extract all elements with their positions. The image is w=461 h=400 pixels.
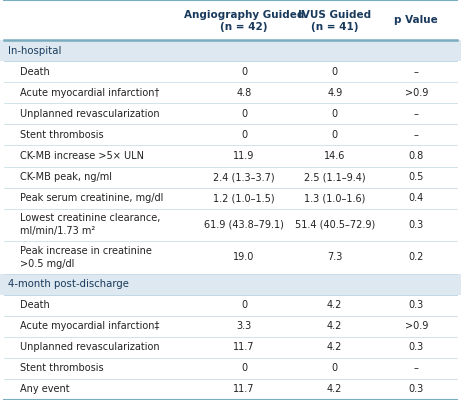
Bar [0,209,461,241]
Text: 0: 0 [241,67,247,77]
Text: 4.2: 4.2 [327,300,343,310]
Text: –: – [414,109,419,119]
Text: 51.4 (40.5–72.9): 51.4 (40.5–72.9) [295,220,375,230]
Bar [0,166,461,188]
Text: Stent thrombosis: Stent thrombosis [20,130,104,140]
Text: 0: 0 [241,300,247,310]
Text: 4.2: 4.2 [327,384,343,394]
Text: 0: 0 [331,364,338,374]
Text: 4.2: 4.2 [327,321,343,331]
Text: Stent thrombosis: Stent thrombosis [20,364,104,374]
Text: 1.2 (1.0–1.5): 1.2 (1.0–1.5) [213,193,275,203]
Text: Any event: Any event [20,384,70,394]
Text: 7.3: 7.3 [327,252,343,262]
Text: 0.3: 0.3 [408,342,424,352]
Text: 4.9: 4.9 [327,88,343,98]
Bar [0,188,461,209]
Text: 1.3 (1.0–1.6): 1.3 (1.0–1.6) [304,193,366,203]
Bar [0,337,461,358]
Bar [0,103,461,124]
Text: IVUS Guided: IVUS Guided [298,10,371,20]
Text: Death: Death [20,300,50,310]
Text: Peak serum creatinine, mg/dl: Peak serum creatinine, mg/dl [20,193,163,203]
Text: Unplanned revascularization: Unplanned revascularization [20,342,160,352]
Text: 0.3: 0.3 [408,220,424,230]
Text: In-hospital: In-hospital [8,46,61,56]
Text: 0: 0 [331,67,338,77]
Bar [0,40,461,61]
Text: (n = 41): (n = 41) [311,22,359,32]
Text: Unplanned revascularization: Unplanned revascularization [20,109,160,119]
Text: 2.5 (1.1–9.4): 2.5 (1.1–9.4) [304,172,366,182]
Text: (n = 42): (n = 42) [220,22,268,32]
Text: >0.9: >0.9 [405,321,428,331]
Text: 19.0: 19.0 [233,252,255,262]
Text: 4.2: 4.2 [327,342,343,352]
Text: CK-MB peak, ng/ml: CK-MB peak, ng/ml [20,172,112,182]
Text: 0: 0 [241,109,247,119]
Text: Acute myocardial infarction†: Acute myocardial infarction† [20,88,160,98]
Text: 0: 0 [241,364,247,374]
Text: Peak increase in creatinine
>0.5 mg/dl: Peak increase in creatinine >0.5 mg/dl [20,246,152,269]
Text: Angiography Guided: Angiography Guided [184,10,304,20]
Bar [0,0,461,40]
Text: 11.7: 11.7 [233,342,255,352]
Text: 2.4 (1.3–3.7): 2.4 (1.3–3.7) [213,172,275,182]
Bar [0,274,461,295]
Text: 14.6: 14.6 [324,151,345,161]
Text: 0.2: 0.2 [408,252,424,262]
Text: 61.9 (43.8–79.1): 61.9 (43.8–79.1) [204,220,284,230]
Text: CK-MB increase >5× ULN: CK-MB increase >5× ULN [20,151,144,161]
Text: 0.3: 0.3 [408,384,424,394]
Text: –: – [414,364,419,374]
Bar [0,61,461,82]
Text: –: – [414,130,419,140]
Text: 0.4: 0.4 [408,193,424,203]
Text: 0.5: 0.5 [408,172,424,182]
Text: 4-month post-discharge: 4-month post-discharge [8,279,129,289]
Text: 0.8: 0.8 [408,151,424,161]
Bar [0,82,461,103]
Text: 0: 0 [331,109,338,119]
Bar [0,295,461,316]
Text: 4.8: 4.8 [236,88,252,98]
Text: Acute myocardial infarction‡: Acute myocardial infarction‡ [20,321,160,331]
Text: 3.3: 3.3 [236,321,252,331]
Bar [0,124,461,146]
Text: 0.3: 0.3 [408,300,424,310]
Text: Death: Death [20,67,50,77]
Text: >0.9: >0.9 [405,88,428,98]
Text: 11.9: 11.9 [233,151,255,161]
Bar [0,358,461,379]
Bar [0,379,461,400]
Bar [0,316,461,337]
Text: Lowest creatinine clearance,
ml/min/1.73 m²: Lowest creatinine clearance, ml/min/1.73… [20,214,160,236]
Text: p Value: p Value [394,15,438,25]
Bar [0,241,461,274]
Bar [0,146,461,166]
Text: 0: 0 [331,130,338,140]
Text: –: – [414,67,419,77]
Text: 11.7: 11.7 [233,384,255,394]
Text: 0: 0 [241,130,247,140]
